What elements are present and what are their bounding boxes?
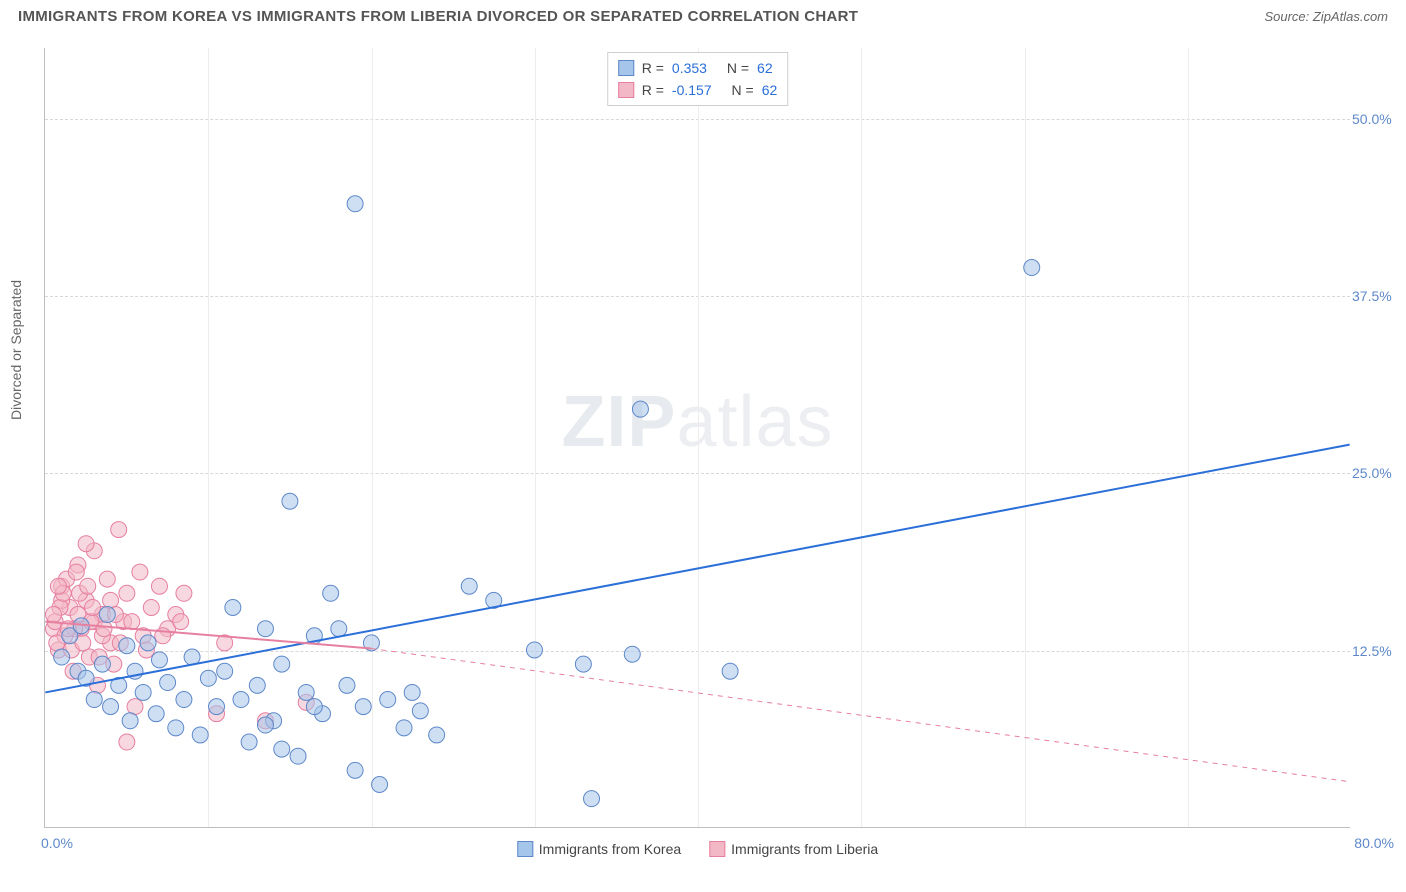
- stats-box: R = 0.353 N = 62 R = -0.157 N = 62: [607, 52, 789, 106]
- swatch-korea: [618, 60, 634, 76]
- watermark-thin: atlas: [676, 382, 833, 462]
- watermark-bold: ZIP: [561, 382, 676, 462]
- stat-r-label: R =: [642, 79, 664, 101]
- stat-n-label: N =: [727, 57, 749, 79]
- stat-r-liberia: -0.157: [672, 79, 712, 101]
- stats-row-korea: R = 0.353 N = 62: [618, 57, 778, 79]
- source-attribution: Source: ZipAtlas.com: [1264, 9, 1388, 24]
- legend-label-korea: Immigrants from Korea: [539, 841, 681, 857]
- stat-r-label: R =: [642, 57, 664, 79]
- chart-title: IMMIGRANTS FROM KOREA VS IMMIGRANTS FROM…: [18, 8, 858, 25]
- stats-row-liberia: R = -0.157 N = 62: [618, 79, 778, 101]
- x-tick-max: 80.0%: [1354, 835, 1394, 851]
- legend: Immigrants from Korea Immigrants from Li…: [517, 841, 878, 857]
- stat-n-korea: 62: [757, 57, 773, 79]
- legend-item-korea: Immigrants from Korea: [517, 841, 681, 857]
- legend-label-liberia: Immigrants from Liberia: [731, 841, 878, 857]
- y-tick-label: 12.5%: [1352, 643, 1406, 659]
- stat-n-liberia: 62: [762, 79, 778, 101]
- legend-item-liberia: Immigrants from Liberia: [709, 841, 878, 857]
- x-tick-min: 0.0%: [41, 835, 73, 851]
- y-tick-label: 37.5%: [1352, 288, 1406, 304]
- y-tick-label: 25.0%: [1352, 465, 1406, 481]
- chart-plot-area: ZIPatlas 12.5%25.0%37.5%50.0% R = 0.353 …: [44, 48, 1350, 828]
- legend-swatch-korea: [517, 841, 533, 857]
- y-tick-label: 50.0%: [1352, 111, 1406, 127]
- swatch-liberia: [618, 82, 634, 98]
- stat-n-label: N =: [732, 79, 754, 101]
- stat-r-korea: 0.353: [672, 57, 707, 79]
- legend-swatch-liberia: [709, 841, 725, 857]
- y-axis-label: Divorced or Separated: [8, 280, 24, 420]
